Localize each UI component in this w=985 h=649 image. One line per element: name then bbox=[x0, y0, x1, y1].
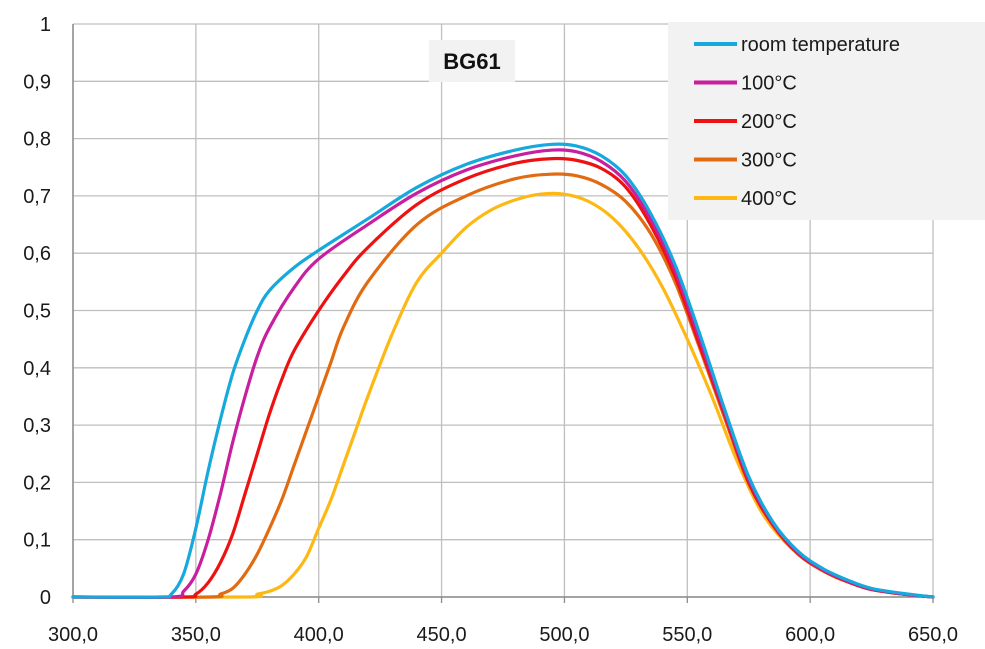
x-tick-label: 450,0 bbox=[417, 624, 467, 646]
y-tick-label: 0,5 bbox=[23, 301, 51, 323]
y-tick-label: 0,7 bbox=[23, 186, 51, 208]
legend-label: room temperature bbox=[741, 34, 900, 56]
series-line-3 bbox=[71, 156, 935, 599]
legend-label: 100°C bbox=[741, 73, 797, 95]
legend: room temperature 100°C 200°C 300°C 400°C bbox=[668, 22, 985, 220]
series-line-1 bbox=[71, 142, 935, 599]
series-line-4 bbox=[71, 172, 935, 599]
y-tick-label: 0,2 bbox=[23, 472, 51, 494]
x-tick-label: 550,0 bbox=[662, 624, 712, 646]
chart-title: BG61 bbox=[443, 49, 500, 74]
chart-title-background bbox=[429, 40, 515, 82]
tick-labels: 0 0,1 0,2 0,3 0,4 0,5 0,6 0,7 0,8 0,9 1 300,0 350,0 4… bbox=[23, 14, 958, 646]
x-tick-label: 350,0 bbox=[171, 624, 221, 646]
y-tick-label: 0,6 bbox=[23, 243, 51, 265]
chart-title-box: BG61 bbox=[429, 40, 515, 82]
y-tick-label: 0,3 bbox=[23, 415, 51, 437]
y-tick-label: 0,4 bbox=[23, 358, 51, 380]
y-tick-label: 0,8 bbox=[23, 129, 51, 151]
y-tick-label: 0,1 bbox=[23, 530, 51, 552]
y-tick-label: 0,9 bbox=[23, 71, 51, 93]
legend-label: 200°C bbox=[741, 111, 797, 133]
series-lines bbox=[71, 142, 935, 600]
x-tick-label: 600,0 bbox=[785, 624, 835, 646]
legend-label: 300°C bbox=[741, 150, 797, 172]
x-tick-label: 650,0 bbox=[908, 624, 958, 646]
x-tick-label: 300,0 bbox=[48, 624, 98, 646]
legend-label: 400°C bbox=[741, 188, 797, 210]
y-tick-label: 1 bbox=[40, 14, 51, 36]
x-tick-label: 500,0 bbox=[539, 624, 589, 646]
x-tick-label: 400,0 bbox=[294, 624, 344, 646]
series-line-5 bbox=[71, 191, 935, 599]
y-tick-label: 0 bbox=[40, 587, 51, 609]
